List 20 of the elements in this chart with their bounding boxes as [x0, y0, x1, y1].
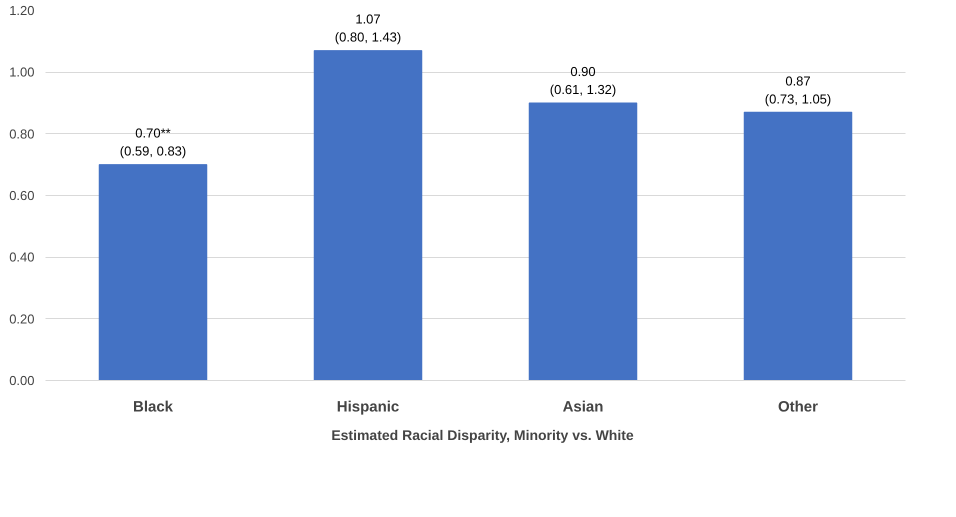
data-label: 0.70** (0.59, 0.83) — [120, 126, 186, 159]
y-tick-label: 0.00 — [9, 373, 35, 388]
y-tick-label: 0.80 — [9, 126, 35, 142]
x-tick-label: Asian — [562, 398, 604, 416]
bar — [98, 164, 208, 380]
x-tick-label: Black — [132, 398, 174, 416]
bar — [744, 112, 852, 380]
x-tick-label: Hispanic — [336, 398, 400, 416]
text: Estimated Racial Disparity, Minority vs. White — [331, 427, 634, 443]
data-label: 0.90 (0.61, 1.32) — [550, 64, 616, 97]
y-tick-label: 1.20 — [9, 3, 35, 18]
bar — [528, 102, 638, 380]
y-tick-label: 0.60 — [9, 188, 35, 203]
y-tick-label: 1.00 — [9, 64, 35, 80]
data-label: 1.07 (0.80, 1.43) — [334, 12, 402, 45]
y-tick-label: 0.40 — [9, 250, 35, 265]
bar — [314, 50, 422, 380]
y-tick-label: 0.20 — [9, 311, 35, 326]
x-tick-label: Other — [778, 398, 818, 416]
data-label: 0.87 (0.73, 1.05) — [764, 73, 832, 106]
